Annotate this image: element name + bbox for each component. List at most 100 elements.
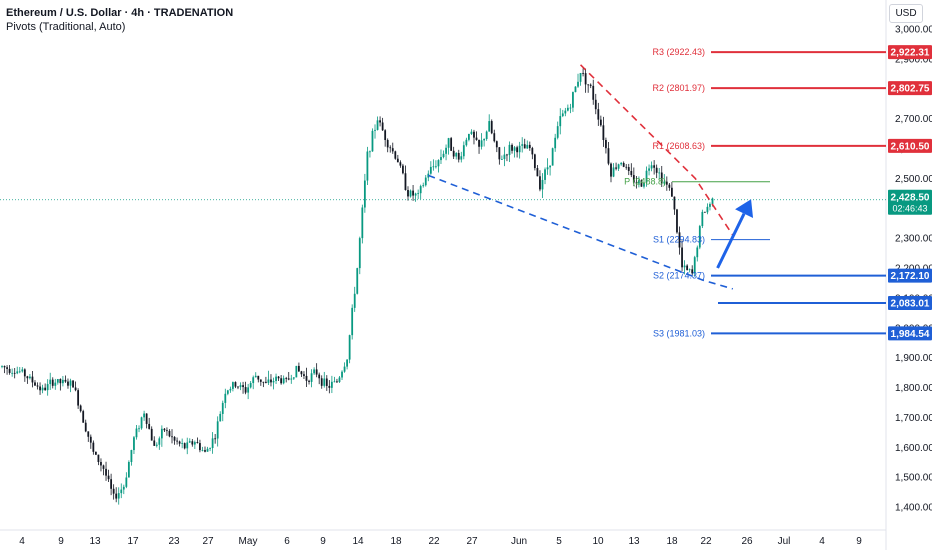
candle-body (369, 151, 371, 153)
candle-body (272, 380, 275, 383)
projection-arrow-shaft[interactable] (716, 213, 746, 269)
candle-body (216, 421, 219, 439)
chart-legend: Ethereum / U.S. Dollar · 4h · TRADENATIO… (6, 6, 233, 34)
y-tick-label: 1,400.00 (895, 503, 932, 514)
trendline-falling-resistance[interactable] (579, 64, 734, 236)
candle-body (100, 461, 102, 466)
candle-body (594, 99, 597, 110)
candle-body (59, 379, 62, 384)
candle-body (622, 162, 625, 167)
candle-body (143, 413, 145, 418)
candle-body (183, 443, 186, 449)
projection-arrow-head[interactable] (735, 199, 754, 219)
candle-body (698, 226, 701, 248)
candle-body (363, 180, 366, 208)
candle-body (691, 269, 694, 274)
candle-body (353, 293, 356, 308)
pivot-price-tag-r3 (888, 45, 932, 60)
candle-body (44, 387, 47, 391)
candle-body (488, 121, 491, 132)
pivot-price-tag-text: 2,802.75 (891, 84, 930, 95)
trendline-falling-support[interactable] (428, 174, 734, 290)
candle-body (605, 139, 607, 149)
candle-body (64, 379, 67, 382)
candle-body (539, 176, 541, 190)
candle-body (376, 120, 379, 130)
candle-body (262, 381, 265, 383)
candle-body (381, 122, 384, 131)
candle-body (112, 488, 115, 494)
currency-button[interactable]: USD (889, 4, 923, 23)
candle-body (117, 493, 120, 499)
candle-body (336, 381, 338, 383)
candle-body (79, 405, 82, 412)
candle-body (627, 167, 630, 171)
candle-body (564, 110, 567, 114)
x-tick-label: Jun (511, 536, 527, 547)
candle-body (523, 144, 526, 149)
candle-body (640, 180, 643, 187)
pivot-price-tag-s3 (888, 326, 932, 341)
y-tick-label: 1,900.00 (895, 353, 932, 364)
x-tick-label: 4 (19, 536, 25, 547)
x-tick-label: 14 (352, 536, 364, 547)
candle-body (592, 85, 595, 100)
candle-body (399, 162, 402, 166)
candle-body (145, 413, 148, 424)
candle-body (711, 198, 714, 205)
candle-body (265, 381, 267, 383)
candle-body (391, 148, 394, 152)
candle-body (313, 369, 316, 374)
candle-body (655, 167, 658, 173)
pivot-price-tag-s2 (888, 268, 932, 283)
bar-countdown-text: 02:46:43 (892, 204, 927, 214)
candle-body (310, 373, 313, 382)
candle-body (630, 170, 633, 176)
pivot-label-s1: S1 (2294.83) (653, 235, 705, 245)
x-tick-label: 5 (556, 536, 562, 547)
candle-body (696, 247, 699, 258)
candle-body (361, 207, 364, 239)
candle-body (668, 184, 671, 188)
candle-body (544, 169, 546, 180)
indicator-label[interactable]: Pivots (Traditional, Auto) (6, 21, 126, 33)
candle-body (148, 423, 151, 429)
candle-body (432, 166, 435, 168)
candle-body (305, 375, 308, 381)
x-tick-label: 27 (466, 536, 478, 547)
candle-body (703, 211, 706, 213)
candle-body (402, 165, 404, 174)
candle-body (422, 185, 425, 187)
current-price-text: 2,428.50 (891, 193, 930, 204)
candle-body (199, 443, 201, 451)
candle-body (249, 383, 252, 388)
candle-body (658, 172, 661, 174)
candle-body (270, 379, 272, 383)
candle-body (26, 376, 29, 379)
candle-body (275, 376, 277, 381)
x-tick-label: 27 (202, 536, 214, 547)
candle-body (282, 378, 285, 384)
candle-body (247, 387, 250, 393)
candle-body (39, 386, 41, 391)
candle-body (257, 375, 260, 380)
candle-body (168, 430, 171, 437)
candle-body (239, 385, 242, 388)
candle-body (638, 180, 640, 184)
candle-body (435, 166, 437, 168)
candle-body (615, 167, 617, 169)
candle-body (173, 436, 176, 441)
candle-body (341, 371, 343, 378)
candle-body (678, 232, 681, 248)
candle-body (495, 141, 498, 148)
candle-body (204, 450, 206, 452)
candle-body (706, 206, 709, 213)
candle-body (56, 379, 59, 383)
candle-body (333, 381, 336, 383)
candle-body (566, 107, 569, 111)
x-tick-label: 17 (127, 536, 139, 547)
symbol-title[interactable]: Ethereum / U.S. Dollar · 4h · TRADENATIO… (6, 7, 234, 19)
candle-body (34, 382, 36, 386)
x-tick-label: Jul (778, 536, 791, 547)
